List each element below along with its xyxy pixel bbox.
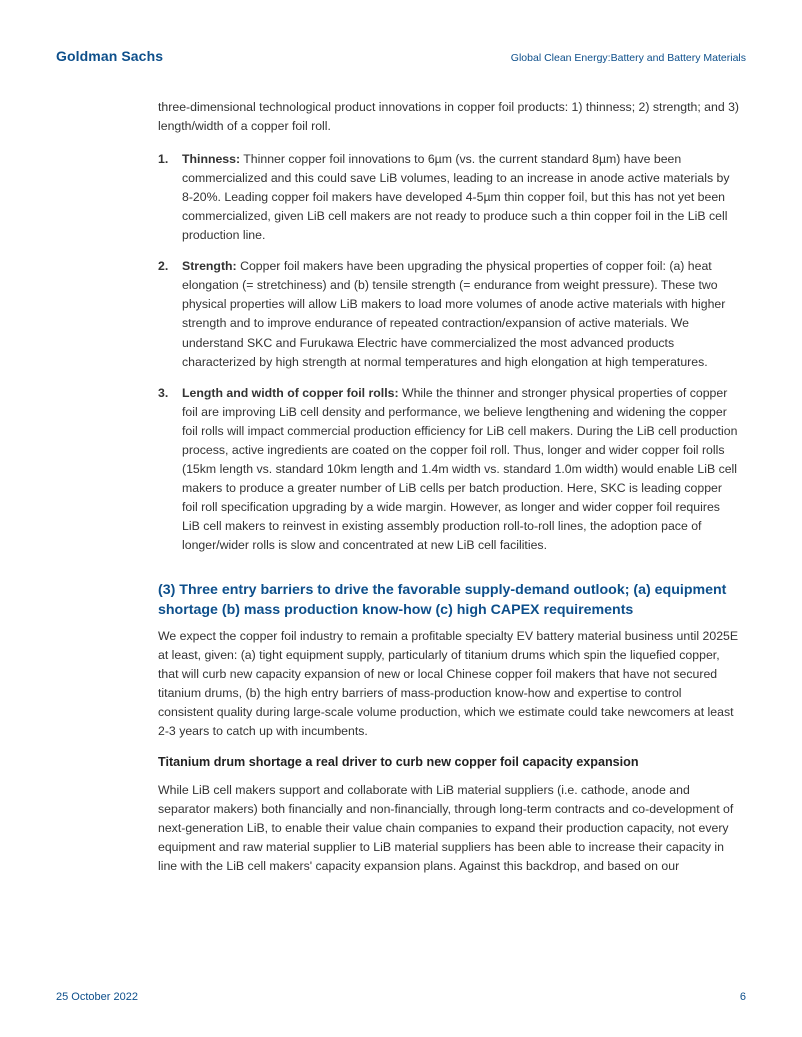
body-content: three-dimensional technological product … <box>158 98 740 876</box>
item-title: Thinness: <box>182 152 240 166</box>
item-body: Thinner copper foil innovations to 6µm (… <box>182 152 730 242</box>
list-item: 1. Thinness: Thinner copper foil innovat… <box>182 150 740 245</box>
item-body: Copper foil makers have been upgrading t… <box>182 259 725 368</box>
section-heading: (3) Three entry barriers to drive the fa… <box>158 581 740 621</box>
item-number: 1. <box>158 150 168 169</box>
item-number: 3. <box>158 384 168 403</box>
page-number: 6 <box>740 991 746 1003</box>
document-title: Global Clean Energy:Battery and Battery … <box>511 52 746 64</box>
page-header: Goldman Sachs Global Clean Energy:Batter… <box>56 48 746 64</box>
section-body: We expect the copper foil industry to re… <box>158 627 740 741</box>
innovations-list: 1. Thinness: Thinner copper foil innovat… <box>158 150 740 555</box>
brand-name: Goldman Sachs <box>56 48 163 64</box>
item-title: Strength: <box>182 259 237 273</box>
subsection-body: While LiB cell makers support and collab… <box>158 781 740 876</box>
footer-date: 25 October 2022 <box>56 991 138 1003</box>
list-item: 2. Strength: Copper foil makers have bee… <box>182 257 740 371</box>
page: Goldman Sachs Global Clean Energy:Batter… <box>0 0 802 1037</box>
page-footer: 25 October 2022 6 <box>56 991 746 1003</box>
item-number: 2. <box>158 257 168 276</box>
subsection-heading: Titanium drum shortage a real driver to … <box>158 755 740 769</box>
item-body: While the thinner and stronger physical … <box>182 386 737 552</box>
intro-paragraph: three-dimensional technological product … <box>158 98 740 136</box>
list-item: 3. Length and width of copper foil rolls… <box>182 384 740 555</box>
item-title: Length and width of copper foil rolls: <box>182 386 399 400</box>
